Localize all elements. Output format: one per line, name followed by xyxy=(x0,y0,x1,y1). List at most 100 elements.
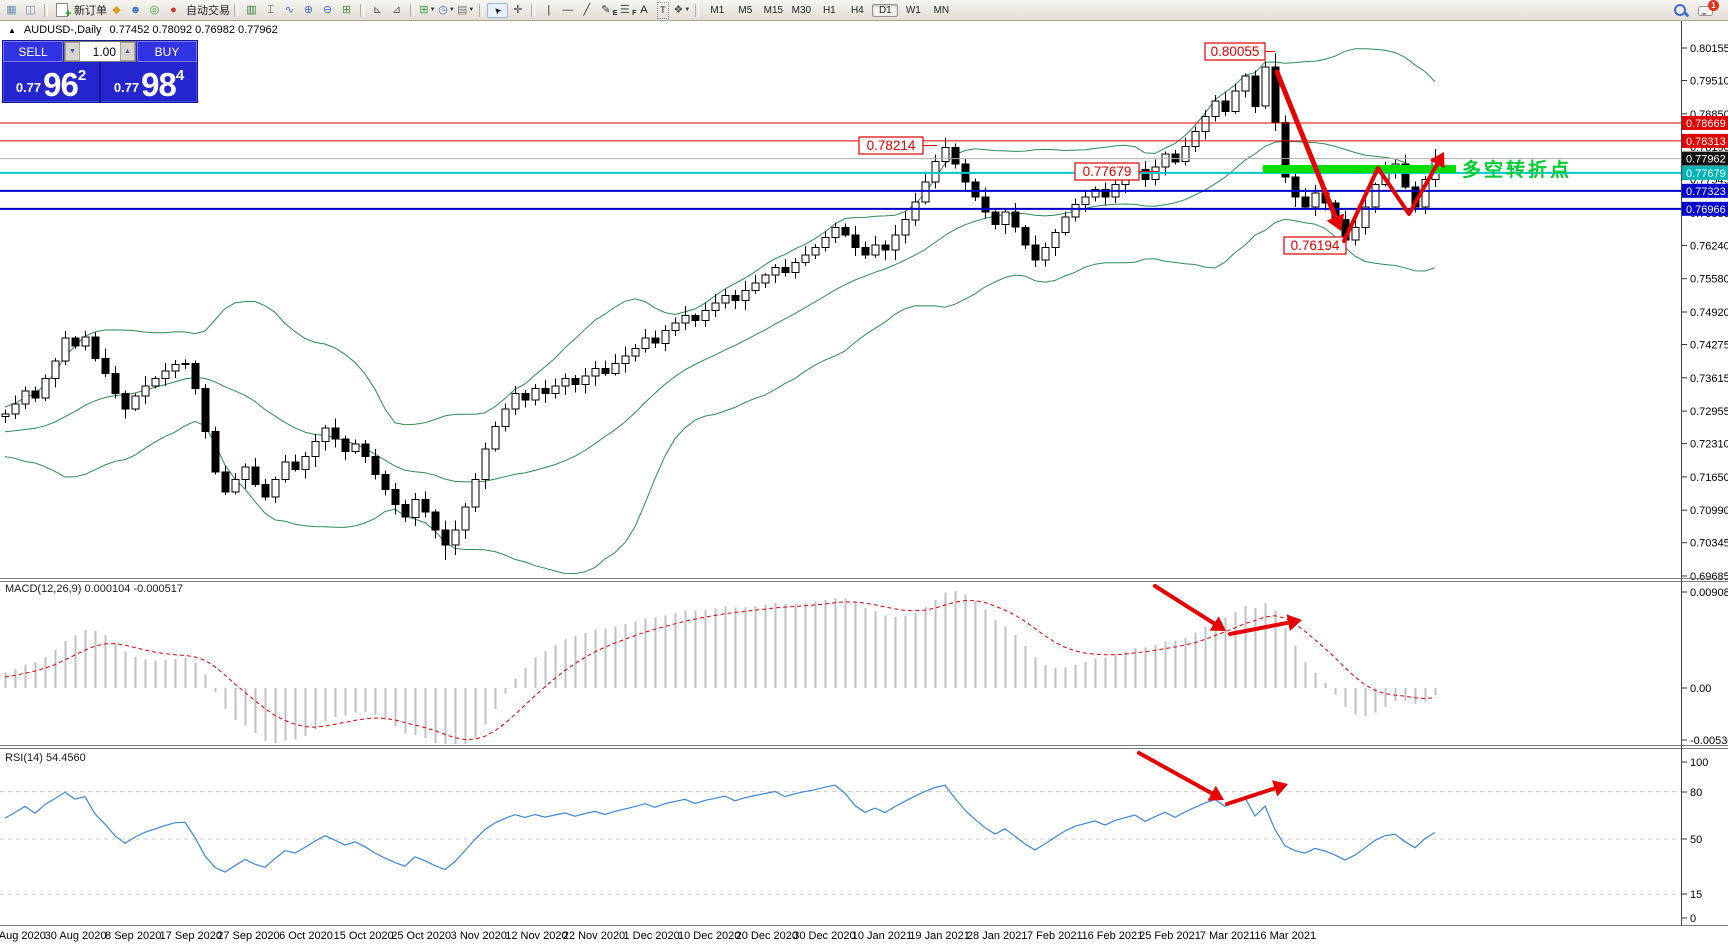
line-chart-mode-icon[interactable]: ∿ xyxy=(284,3,295,16)
svg-text:0.74275: 0.74275 xyxy=(1690,340,1728,352)
svg-text:10 Dec 2020: 10 Dec 2020 xyxy=(678,930,740,942)
chat-bubble-icon xyxy=(1698,6,1713,16)
template-icon[interactable]: ▤ ▼ xyxy=(457,3,475,16)
pane-separators[interactable] xyxy=(0,578,1728,926)
svg-text:27 Sep 2020: 27 Sep 2020 xyxy=(217,930,279,942)
sell-price[interactable]: 0.77 96 2 xyxy=(3,62,99,102)
svg-text:0.77962: 0.77962 xyxy=(1686,154,1726,166)
price-badge-0.78669 xyxy=(1682,115,1728,130)
horizontal-line-tool-icon[interactable]: — xyxy=(562,3,574,16)
main-toolbar: ▦ ◫ 新订单 ◆ ☻ ◎ ● 自动交易 ▥ ⌶ ∿ ⊕ ⊖ ⊞ ⊾ ⊿ ⊞▼◷▼▤▼ ➤ ✛ | — ╱ ✎E☰FAT❖▼… xyxy=(0,0,1728,22)
volume-increase-button[interactable]: ▲ xyxy=(120,42,135,61)
volume-stepper[interactable]: ▼ 1.00 ▲ xyxy=(64,41,136,62)
profiles-icon[interactable]: ◫ xyxy=(25,3,36,16)
toolbar-separator xyxy=(360,3,364,17)
svg-text:100: 100 xyxy=(1690,757,1708,769)
timeframe-M1[interactable]: M1 xyxy=(710,4,725,16)
new-order-button-label[interactable]: 新订单 xyxy=(74,5,107,17)
volume-value[interactable]: 1.00 xyxy=(92,44,116,59)
label-tool-icon[interactable]: T xyxy=(653,1,672,19)
community-icon[interactable]: ☻ xyxy=(129,3,142,16)
volume-decrease-button[interactable]: ▼ xyxy=(65,42,80,61)
charts-window-icon[interactable]: ▦ xyxy=(6,3,17,16)
notification-badge: 1 xyxy=(1708,0,1719,11)
candlestick-mode-icon[interactable]: ⌶ xyxy=(267,3,274,16)
svg-text:19 Jan 2021: 19 Jan 2021 xyxy=(909,930,970,942)
price-callout-0.80055[interactable]: 0.80055 xyxy=(1204,42,1275,61)
timeframe-W1[interactable]: W1 xyxy=(905,4,921,16)
fibonacci-tool-icon[interactable]: ☰ F xyxy=(619,3,637,17)
tile-windows-icon[interactable]: ⊞ xyxy=(341,3,352,16)
svg-text:7 Feb 2021: 7 Feb 2021 xyxy=(1027,930,1083,942)
timeframe-M30[interactable]: M30 xyxy=(791,4,812,16)
market-icon[interactable]: ◎ xyxy=(149,3,160,16)
bar-chart-mode-icon[interactable]: ▥ xyxy=(246,3,257,16)
buy-button[interactable]: BUY xyxy=(137,41,197,62)
timeframe-H4[interactable]: H4 xyxy=(850,4,864,16)
trend-arrow[interactable] xyxy=(1153,584,1226,631)
candles xyxy=(1,53,1440,561)
pivot-annotation-text[interactable]: 多空转折点 xyxy=(1462,158,1572,181)
macd-name: MACD(12,26,9) xyxy=(5,583,82,595)
price-callout-0.76194[interactable]: 0.76194 xyxy=(1283,236,1347,255)
new-chart-icon[interactable]: ⊞ ▼ xyxy=(419,3,436,16)
timeframe-MN[interactable]: MN xyxy=(933,4,950,16)
chat-notifications-icon[interactable]: 1 xyxy=(1698,0,1719,17)
price-badge-0.77962 xyxy=(1682,151,1728,166)
autotrading-button-label[interactable]: 自动交易 xyxy=(186,5,230,17)
bb-lower xyxy=(4,218,1436,575)
timeframe-M15[interactable]: M15 xyxy=(763,4,784,16)
period-clock-icon[interactable]: ◷ ▼ xyxy=(438,3,455,16)
annotations[interactable]: 0.80055 0.78214 0.77679 0.76194 多空转折点 xyxy=(858,42,1572,806)
trend-arrow[interactable] xyxy=(1274,69,1345,231)
channel-tool-icon[interactable]: ✎ E xyxy=(601,3,618,17)
trend-arrow[interactable] xyxy=(1342,152,1445,243)
price-callout-0.77679[interactable]: 0.77679 xyxy=(1074,162,1158,181)
trend-arrow[interactable] xyxy=(1228,614,1302,636)
shapes-tool-icon[interactable]: ❖ ▼ xyxy=(673,3,691,16)
svg-text:30 Dec 2020: 30 Dec 2020 xyxy=(793,930,855,942)
macd-label: MACD(12,26,9) 0.000104 -0.000517 xyxy=(5,583,183,595)
svg-text:7 Mar 2021: 7 Mar 2021 xyxy=(1200,930,1256,942)
sell-price-sup: 2 xyxy=(77,67,87,84)
metaeditor-icon[interactable]: ◆ xyxy=(112,3,121,16)
svg-text:0.72955: 0.72955 xyxy=(1690,406,1728,418)
svg-text:0.76240: 0.76240 xyxy=(1690,240,1728,252)
trend-arrow[interactable] xyxy=(1137,751,1224,801)
price-callout-0.78214[interactable]: 0.78214 xyxy=(858,136,937,155)
search-icon[interactable] xyxy=(1673,3,1688,18)
sell-button[interactable]: SELL xyxy=(3,41,63,62)
one-click-trading-panel: SELL ▼ 1.00 ▲ BUY 0.77 96 2 0.77 98 4 xyxy=(2,40,198,103)
timeframe-D1[interactable]: D1 xyxy=(872,3,899,17)
cursor-tool-icon[interactable]: ➤ xyxy=(487,2,509,18)
zoom-in-icon[interactable]: ⊕ xyxy=(303,3,314,16)
toolbar-separator xyxy=(479,3,484,17)
new-order-button[interactable] xyxy=(52,3,72,22)
timeframe-M5[interactable]: M5 xyxy=(738,4,753,16)
autotrading-button[interactable]: ● xyxy=(170,3,177,16)
trend-arrow[interactable] xyxy=(1225,780,1288,806)
indicator-window-icon[interactable]: ⊾ xyxy=(372,3,383,16)
svg-text:0.70990: 0.70990 xyxy=(1690,505,1728,517)
chart-title: ▲ AUDUSD-,Daily 0.77452 0.78092 0.76982 … xyxy=(8,24,278,36)
bollinger-bands xyxy=(4,48,1436,575)
buy-price[interactable]: 0.77 98 4 xyxy=(99,62,197,102)
toolbar-separator xyxy=(531,3,536,17)
crosshair-tool-icon[interactable]: ✛ xyxy=(513,3,523,16)
pivot-zone-bar[interactable] xyxy=(1263,165,1456,173)
text-tool-icon[interactable]: A xyxy=(640,3,648,16)
trendline-tool-icon[interactable]: ╱ xyxy=(583,3,591,16)
zoom-out-icon[interactable]: ⊖ xyxy=(322,3,333,16)
vertical-line-tool-icon[interactable]: | xyxy=(547,3,551,16)
svg-text:6 Oct 2020: 6 Oct 2020 xyxy=(279,930,333,942)
svg-text:-0.005306: -0.005306 xyxy=(1690,735,1728,747)
svg-text:0.71650: 0.71650 xyxy=(1690,472,1728,484)
price-badge-0.76966 xyxy=(1682,201,1728,216)
svg-text:28 Jan 2021: 28 Jan 2021 xyxy=(967,930,1028,942)
svg-text:0.009081: 0.009081 xyxy=(1690,587,1728,599)
indicator-window-add-icon[interactable]: ⊿ xyxy=(391,3,402,16)
timeframe-H1[interactable]: H1 xyxy=(822,4,836,16)
svg-text:0.78313: 0.78313 xyxy=(1686,136,1726,148)
